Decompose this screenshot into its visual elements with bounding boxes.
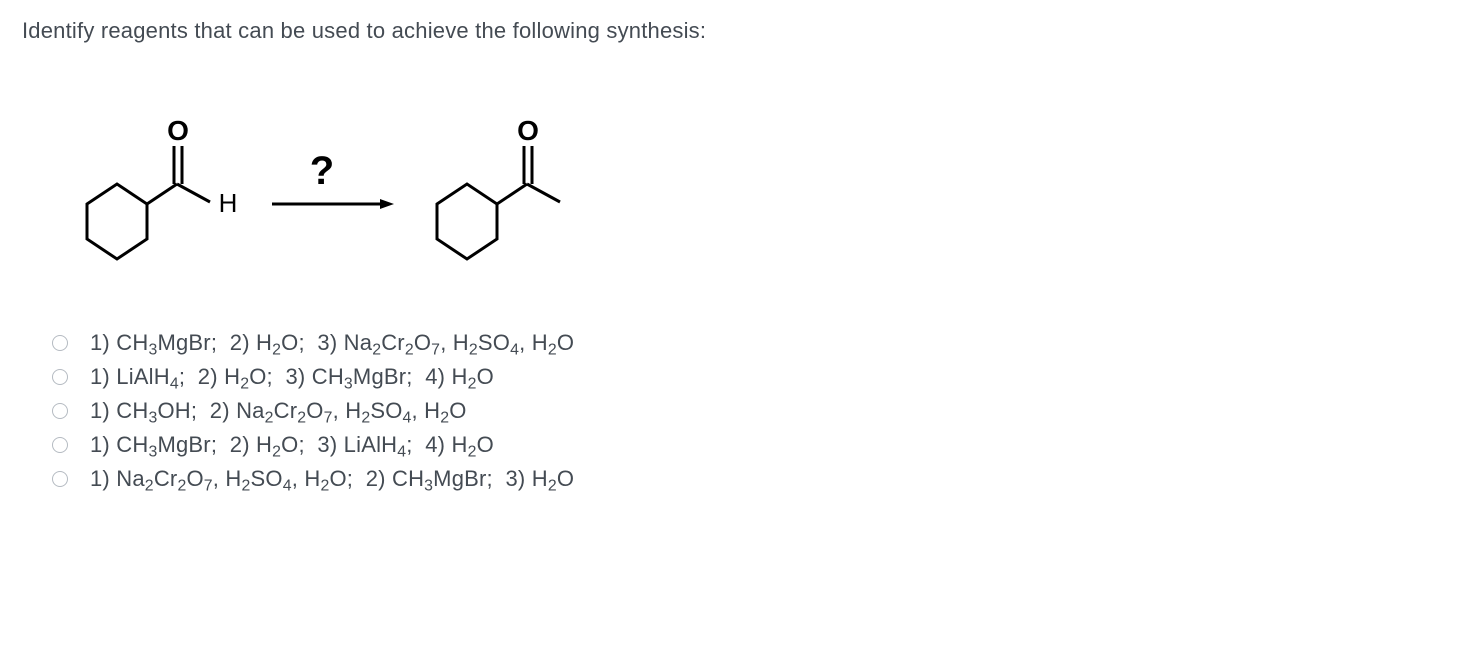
bond	[147, 184, 177, 204]
c-h-bond	[177, 184, 210, 202]
option-row[interactable]: 1) LiAlH4; 2) H2O; 3) CH3MgBr; 4) H2O	[52, 364, 1438, 390]
reactant-h-label: H	[219, 188, 238, 218]
oxygen-label: O	[517, 115, 539, 146]
reactant-ring	[87, 184, 147, 259]
option-label: 1) LiAlH4; 2) H2O; 3) CH3MgBr; 4) H2O	[90, 364, 494, 390]
option-label: 1) CH3MgBr; 2) H2O; 3) LiAlH4; 4) H2O	[90, 432, 494, 458]
question-text: Identify reagents that can be used to ac…	[22, 18, 1438, 44]
option-row[interactable]: 1) CH3MgBr; 2) H2O; 3) Na2Cr2O7, H2SO4, …	[52, 330, 1438, 356]
radio-icon[interactable]	[52, 437, 68, 453]
reaction-figure: O H ? O	[32, 64, 1438, 270]
oxygen-label: O	[167, 115, 189, 146]
option-row[interactable]: 1) CH3MgBr; 2) H2O; 3) LiAlH4; 4) H2O	[52, 432, 1438, 458]
option-row[interactable]: 1) CH3OH; 2) Na2Cr2O7, H2SO4, H2O	[52, 398, 1438, 424]
radio-icon[interactable]	[52, 403, 68, 419]
option-label: 1) Na2Cr2O7, H2SO4, H2O; 2) CH3MgBr; 3) …	[90, 466, 574, 492]
radio-icon[interactable]	[52, 335, 68, 351]
options-list: 1) CH3MgBr; 2) H2O; 3) Na2Cr2O7, H2SO4, …	[52, 330, 1438, 492]
option-label: 1) CH3MgBr; 2) H2O; 3) Na2Cr2O7, H2SO4, …	[90, 330, 574, 356]
arrow-head	[380, 199, 394, 209]
product-ring	[437, 184, 497, 259]
arrow-label: ?	[310, 149, 334, 193]
bond	[497, 184, 527, 204]
radio-icon[interactable]	[52, 471, 68, 487]
c-c-bond	[527, 184, 560, 202]
option-label: 1) CH3OH; 2) Na2Cr2O7, H2SO4, H2O	[90, 398, 467, 424]
option-row[interactable]: 1) Na2Cr2O7, H2SO4, H2O; 2) CH3MgBr; 3) …	[52, 466, 1438, 492]
radio-icon[interactable]	[52, 369, 68, 385]
